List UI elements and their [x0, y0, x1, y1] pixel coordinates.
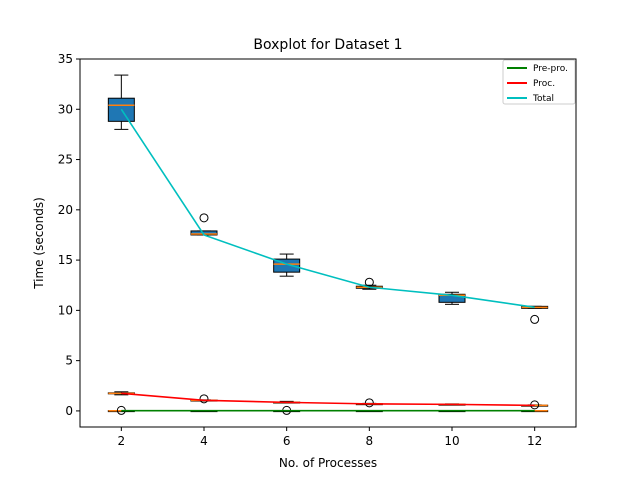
outlier-point — [530, 314, 540, 324]
outlier-point — [364, 398, 374, 408]
x-tick-label: 4 — [200, 434, 208, 448]
y-tick-label: 5 — [65, 354, 73, 368]
series-line — [120, 108, 535, 309]
series-line — [121, 392, 535, 407]
x-tick-label: 12 — [527, 434, 542, 448]
box — [438, 293, 466, 303]
axes: 2 4 6 8 10 12 0 5 10 15 20 25 30 35 — [58, 52, 577, 448]
outlier-point — [364, 277, 374, 287]
legend-label: Pre-pro. — [533, 64, 568, 74]
plot-area — [107, 74, 549, 415]
x-tick-label: 8 — [366, 434, 374, 448]
legend: Pre-pro. Proc. Total — [502, 59, 576, 105]
y-tick-label: 35 — [58, 52, 73, 66]
legend-label: Proc. — [533, 79, 555, 89]
x-tick-label: 2 — [118, 434, 126, 448]
chart-title: Boxplot for Dataset 1 — [253, 37, 402, 53]
x-tick-label: 10 — [444, 434, 459, 448]
outlier-point — [199, 394, 209, 404]
y-tick-label: 20 — [58, 203, 73, 217]
y-tick-label: 15 — [58, 253, 73, 267]
y-tick-label: 10 — [58, 303, 73, 317]
y-tick-label: 25 — [58, 153, 73, 167]
x-axis-label: No. of Processes — [279, 456, 377, 470]
x-tick-label: 6 — [283, 434, 291, 448]
legend-label: Total — [532, 94, 554, 104]
y-tick-label: 0 — [65, 404, 73, 418]
outlier-point — [199, 213, 209, 223]
legend-box — [502, 59, 576, 105]
y-axis-label: Time (seconds) — [32, 197, 46, 290]
y-tick-label: 30 — [58, 102, 73, 116]
axes-frame — [79, 58, 577, 428]
